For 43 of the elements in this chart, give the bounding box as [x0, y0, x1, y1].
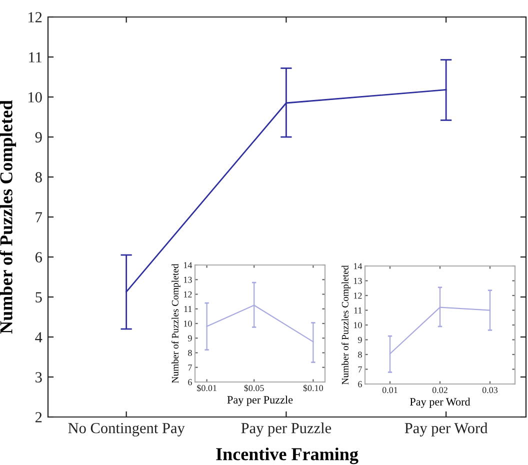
x-axis-title: Pay per Puzzle	[227, 396, 293, 406]
y-axis-title: Number of Puzzles Completed	[172, 264, 180, 384]
x-tick-label: 0.02	[432, 387, 448, 394]
x-tick-label: $0.10	[303, 384, 323, 392]
y-tick-label: 7	[36, 212, 42, 222]
x-tick-label: Pay per Word	[404, 422, 488, 436]
y-tick-label: 7	[188, 364, 192, 371]
x-axis-title: Pay per Word	[410, 398, 470, 408]
y-tick-label: 6	[35, 252, 42, 262]
y-tick-label: 12	[184, 291, 192, 298]
y-tick-label: 13	[184, 276, 192, 283]
x-tick-label: No Contingent Pay	[68, 422, 185, 436]
y-tick-label: 10	[184, 320, 192, 327]
y-tick-label: 9	[35, 132, 42, 142]
y-tick-label: 8	[35, 172, 42, 182]
y-tick-label: 7	[358, 366, 362, 372]
y-tick-label: 6	[188, 379, 192, 386]
y-axis-title: Number of Puzzles Completed	[342, 265, 350, 385]
x-tick-label: 0.03	[482, 387, 498, 394]
y-tick-label: 12	[354, 292, 362, 299]
y-tick-label: 11	[354, 307, 362, 314]
y-tick-label: 14	[354, 263, 362, 270]
y-tick-label: 6	[358, 381, 362, 388]
y-tick-label: 8	[188, 350, 192, 356]
y-tick-label: 10	[28, 92, 42, 102]
x-axis-title: Incentive Framing	[216, 448, 358, 464]
y-tick-label: 12	[28, 12, 42, 22]
y-tick-label: 3	[36, 372, 42, 382]
x-tick-label: $0.01	[197, 384, 216, 392]
y-tick-label: 4	[35, 332, 42, 342]
y-tick-label: 9	[188, 335, 192, 342]
x-tick-label: Pay per Puzzle	[241, 422, 332, 436]
x-tick-label: $0.05	[244, 384, 264, 392]
y-tick-label: 13	[354, 278, 362, 284]
y-tick-label: 14	[184, 262, 192, 268]
y-tick-label: 10	[354, 322, 362, 328]
x-tick-label: 0.01	[382, 387, 398, 394]
y-tick-label: 11	[184, 306, 192, 312]
y-tick-label: 9	[358, 336, 362, 343]
y-tick-label: 8	[358, 352, 362, 358]
y-tick-label: 2	[35, 412, 42, 422]
y-tick-label: 5	[36, 292, 42, 302]
y-tick-label: 11	[29, 52, 42, 62]
